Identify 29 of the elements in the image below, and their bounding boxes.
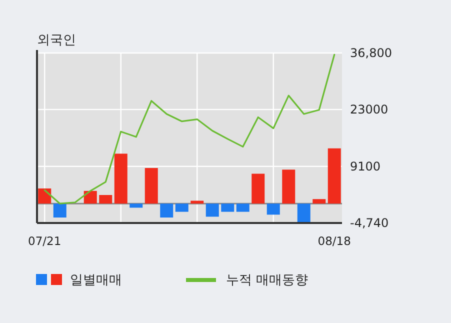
bar <box>99 195 112 204</box>
bar <box>175 204 188 212</box>
legend-label: 일별매매 <box>70 273 122 288</box>
y-tick-label: 23000 <box>350 102 388 116</box>
y-tick-label: 36,800 <box>350 46 392 60</box>
bar <box>114 154 128 204</box>
bar <box>206 204 219 217</box>
bar <box>84 190 97 204</box>
bar <box>190 200 204 204</box>
bar <box>144 168 158 204</box>
bar <box>328 148 341 204</box>
bar <box>282 170 296 204</box>
bar <box>130 204 143 208</box>
bar <box>312 199 326 204</box>
x-tick-label: 08/18 <box>318 234 351 248</box>
bar <box>266 204 280 215</box>
bar <box>297 204 310 222</box>
bar <box>221 204 234 212</box>
y-tick-label: -4,740 <box>350 216 389 230</box>
x-tick-label: 07/21 <box>28 234 62 248</box>
bar <box>38 188 52 204</box>
legend-label: 누적 매매동향 <box>226 273 308 288</box>
line-series <box>44 54 336 204</box>
chart-title: 외국인 <box>37 33 76 48</box>
bar <box>53 204 66 218</box>
y-tick-label: 9100 <box>350 159 381 174</box>
bar <box>160 204 174 218</box>
bar <box>252 174 265 204</box>
bar <box>236 204 250 212</box>
